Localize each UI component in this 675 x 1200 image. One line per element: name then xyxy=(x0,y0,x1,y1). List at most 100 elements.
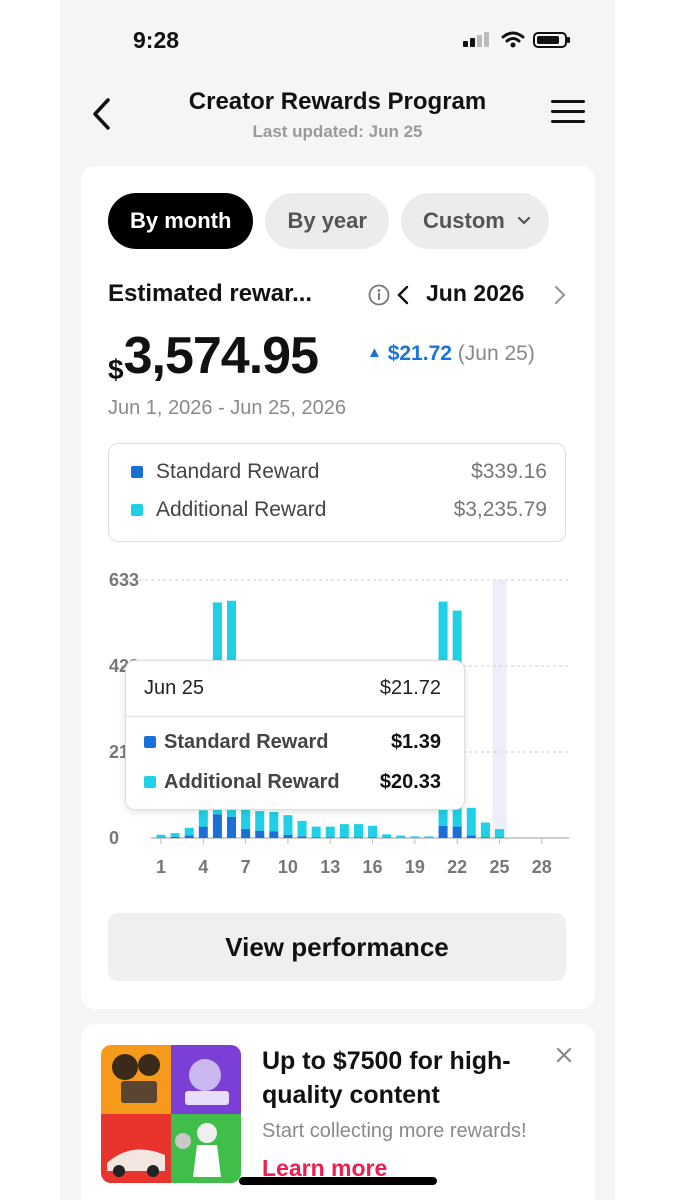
bar-standard xyxy=(198,826,208,838)
tooltip-value: $20.33 xyxy=(379,771,441,793)
chevron-left-icon[interactable] xyxy=(396,284,410,306)
bar-standard xyxy=(297,836,307,838)
tab-custom-label: Custom xyxy=(422,208,505,233)
bar-standard xyxy=(269,831,279,838)
legend-additional: Additional Reward $3,235.79 xyxy=(131,496,547,524)
x-tick-label: 10 xyxy=(278,857,298,877)
tab-custom[interactable]: Custom xyxy=(400,193,549,249)
bar-standard xyxy=(452,826,462,838)
date-range: Jun 1, 2026 - Jun 25, 2026 xyxy=(108,397,346,419)
up-arrow-icon: ▲ xyxy=(367,344,382,361)
legend-label: Standard Reward xyxy=(156,460,320,483)
x-tick-label: 16 xyxy=(363,857,383,877)
bar-standard xyxy=(283,834,293,838)
x-tick-label: 4 xyxy=(198,857,208,877)
last-updated-text: Last updated: Jun 25 xyxy=(252,122,423,141)
bar-additional xyxy=(466,807,476,836)
y-tick-label: 633 xyxy=(109,570,139,590)
x-tick-label: 22 xyxy=(447,857,467,877)
tooltip-value: $1.39 xyxy=(390,731,441,753)
bar-additional xyxy=(368,825,378,838)
additional-color-icon xyxy=(144,776,156,788)
bar-standard xyxy=(212,814,222,838)
bar-standard xyxy=(255,830,265,838)
promo-title: Up to $7500 for high-quality content xyxy=(262,1047,511,1109)
chart-tooltip: Jun 25 $21.72 Standard Reward $1.39 Addi… xyxy=(125,660,465,810)
hamburger-icon-line xyxy=(551,110,585,113)
battery-icon xyxy=(533,32,570,48)
view-performance-button[interactable]: View performance xyxy=(108,913,566,981)
chevron-left-icon xyxy=(93,98,110,130)
bar-standard xyxy=(311,837,321,838)
page-title: Creator Rewards Program xyxy=(188,88,487,115)
tab-by-year[interactable]: By year xyxy=(265,193,389,249)
period-tabs: By month By year Custom xyxy=(108,193,549,249)
tooltip-label: Additional Reward xyxy=(164,771,340,793)
home-indicator xyxy=(239,1177,437,1185)
chevron-right-icon[interactable] xyxy=(553,284,567,306)
bar-standard xyxy=(170,836,180,838)
reward-breakdown: Standard Reward $339.16 Additional Rewar… xyxy=(108,443,566,542)
bar-additional xyxy=(494,829,504,838)
bar-additional xyxy=(255,811,265,831)
x-tick-label: 19 xyxy=(405,857,425,877)
promo-collage-image xyxy=(101,1045,241,1183)
learn-more-link[interactable]: Learn more xyxy=(262,1155,388,1181)
selected-month: Jun 2026 xyxy=(426,280,525,306)
bar-additional xyxy=(311,826,321,838)
promo-image xyxy=(101,1045,241,1183)
bar-standard xyxy=(494,837,504,838)
bar-standard xyxy=(227,816,237,838)
chevron-down-icon xyxy=(517,216,530,225)
highlight-column xyxy=(492,580,507,838)
x-tick-label: 1 xyxy=(156,857,166,877)
bar-additional xyxy=(297,820,307,837)
bar-additional xyxy=(480,822,490,838)
bar-additional xyxy=(170,833,180,837)
x-tick-label: 28 xyxy=(532,857,552,877)
additional-color-icon xyxy=(131,504,143,516)
legend-standard: Standard Reward $339.16 xyxy=(131,458,547,486)
bar-additional xyxy=(410,836,420,838)
change-date: (Jun 25) xyxy=(457,342,535,365)
bar-standard xyxy=(368,837,378,838)
bar-additional xyxy=(353,824,363,838)
legend-label: Additional Reward xyxy=(156,498,327,521)
bar-additional xyxy=(241,809,251,830)
bar-standard xyxy=(184,835,194,838)
back-button[interactable] xyxy=(86,96,116,132)
bar-additional xyxy=(396,835,406,838)
status-time: 9:28 xyxy=(133,27,180,53)
x-tick-label: 13 xyxy=(320,857,340,877)
bar-additional xyxy=(325,826,335,838)
daily-change: ▲ $21.72 (Jun 25) xyxy=(367,342,535,366)
hamburger-icon-line xyxy=(551,100,585,103)
info-icon[interactable] xyxy=(368,284,390,306)
y-tick-label: 0 xyxy=(109,828,119,848)
bar-additional xyxy=(269,811,279,832)
currency-symbol: $ xyxy=(108,354,124,385)
bar-additional xyxy=(339,824,349,838)
total-amount: $3,574.95 xyxy=(108,326,319,386)
hamburger-icon-line xyxy=(551,120,585,123)
tooltip-date: Jun 25 xyxy=(144,677,205,699)
standard-color-icon xyxy=(131,466,143,478)
bar-additional xyxy=(382,834,392,838)
x-tick-label: 25 xyxy=(489,857,509,877)
promo-subtitle: Start collecting more rewards! xyxy=(262,1120,527,1142)
amount-value: 3,574.95 xyxy=(123,327,319,385)
tooltip-label: Standard Reward xyxy=(164,731,329,753)
status-icons xyxy=(463,30,571,50)
bar-additional xyxy=(198,810,208,827)
wifi-icon xyxy=(501,31,525,48)
menu-button[interactable] xyxy=(551,100,585,126)
bar-standard xyxy=(466,835,476,838)
tab-by-month[interactable]: By month xyxy=(108,193,254,249)
promo-card[interactable]: Up to $7500 for high-quality content Sta… xyxy=(81,1024,595,1200)
bar-standard xyxy=(480,837,490,838)
bar-additional xyxy=(424,836,434,838)
bar-standard xyxy=(241,829,251,838)
bar-standard xyxy=(353,837,363,838)
bar-additional xyxy=(156,834,166,838)
close-icon[interactable] xyxy=(555,1046,573,1064)
